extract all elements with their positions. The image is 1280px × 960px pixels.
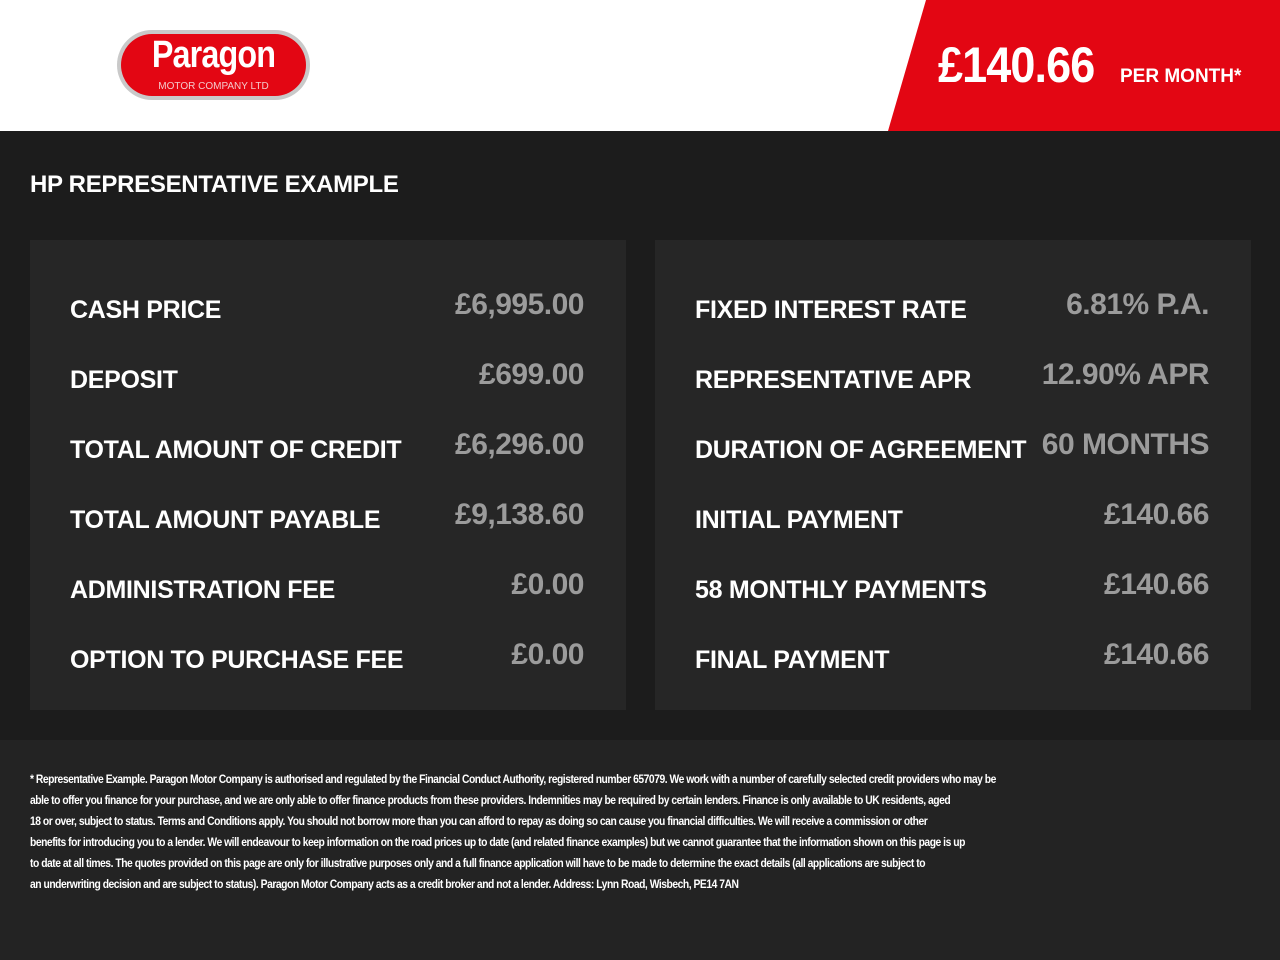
- row-value: £0.00: [511, 568, 584, 601]
- row-label: OPTION TO PURCHASE FEE: [70, 646, 404, 674]
- finance-row: OPTION TO PURCHASE FEE £0.00: [70, 638, 584, 678]
- left-panel: CASH PRICE £6,995.00 DEPOSIT £699.00 TOTAL A…: [30, 240, 626, 710]
- row-label: 58 MONTHLY PAYMENTS: [695, 576, 987, 604]
- finance-row: FINAL PAYMENT £140.66: [695, 638, 1209, 678]
- disclaimer-line: * Representative Example. Paragon Motor …: [30, 772, 996, 786]
- row-value: £9,138.60: [455, 498, 584, 531]
- finance-row: TOTAL AMOUNT OF CREDIT £6,296.00: [70, 428, 584, 468]
- row-value: £6,296.00: [455, 428, 584, 461]
- disclaimer-line: able to offer you finance for your purch…: [30, 793, 951, 807]
- disclaimer-line: benefits for introducing you to a lender…: [30, 835, 965, 849]
- row-value: 12.90% APR: [1041, 358, 1210, 391]
- row-value: £699.00: [479, 358, 584, 391]
- row-value: £6,995.00: [455, 288, 584, 321]
- finance-row: DURATION OF AGREEMENT 60 MONTHS: [695, 428, 1210, 468]
- row-label: ADMINISTRATION FEE: [70, 576, 335, 604]
- header: Paragon MOTOR COMPANY LTD £140.66 PER MO…: [0, 0, 1280, 131]
- paragon-logo: Paragon MOTOR COMPANY LTD: [117, 30, 310, 100]
- finance-row: INITIAL PAYMENT £140.66: [695, 498, 1209, 538]
- row-value: £0.00: [511, 638, 584, 671]
- logo-subtitle: MOTOR COMPANY LTD: [158, 81, 269, 92]
- section-title: HP REPRESENTATIVE EXAMPLE: [30, 171, 399, 198]
- finance-row: TOTAL AMOUNT PAYABLE £9,138.60: [70, 498, 584, 538]
- row-value: 60 MONTHS: [1041, 428, 1210, 461]
- finance-row: DEPOSIT £699.00: [70, 358, 584, 398]
- row-value: £140.66: [1104, 638, 1209, 671]
- finance-row: CASH PRICE £6,995.00: [70, 288, 584, 328]
- row-value: 6.81% P.A.: [1066, 288, 1209, 321]
- logo-wordmark: Paragon: [151, 34, 276, 76]
- finance-row: FIXED INTEREST RATE 6.81% P.A.: [695, 288, 1209, 328]
- disclaimer-line: 18 or over, subject to status. Terms and…: [30, 814, 928, 828]
- per-month-label: PER MONTH*: [1120, 66, 1242, 87]
- row-label: DURATION OF AGREEMENT: [695, 436, 1027, 464]
- disclaimer-line: to date at all times. The quotes provide…: [30, 856, 926, 870]
- row-label: TOTAL AMOUNT OF CREDIT: [70, 436, 402, 464]
- finance-row: 58 MONTHLY PAYMENTS £140.66: [695, 568, 1209, 608]
- disclaimer-line: an underwriting decision and are subject…: [30, 877, 739, 891]
- row-label: TOTAL AMOUNT PAYABLE: [70, 506, 381, 534]
- row-label: REPRESENTATIVE APR: [695, 366, 972, 394]
- row-label: INITIAL PAYMENT: [695, 506, 903, 534]
- price-banner: [888, 0, 1280, 131]
- row-value: £140.66: [1104, 498, 1209, 531]
- row-label: DEPOSIT: [70, 366, 178, 394]
- finance-row: ADMINISTRATION FEE £0.00: [70, 568, 584, 608]
- row-label: CASH PRICE: [70, 296, 222, 324]
- disclaimer: * Representative Example. Paragon Motor …: [0, 740, 1280, 960]
- monthly-price: £140.66: [938, 37, 1095, 93]
- row-value: £140.66: [1104, 568, 1209, 601]
- row-label: FINAL PAYMENT: [695, 646, 890, 674]
- row-label: FIXED INTEREST RATE: [695, 296, 967, 324]
- finance-row: REPRESENTATIVE APR 12.90% APR: [695, 358, 1210, 398]
- right-panel: FIXED INTEREST RATE 6.81% P.A. REPRESENTAT…: [655, 240, 1251, 710]
